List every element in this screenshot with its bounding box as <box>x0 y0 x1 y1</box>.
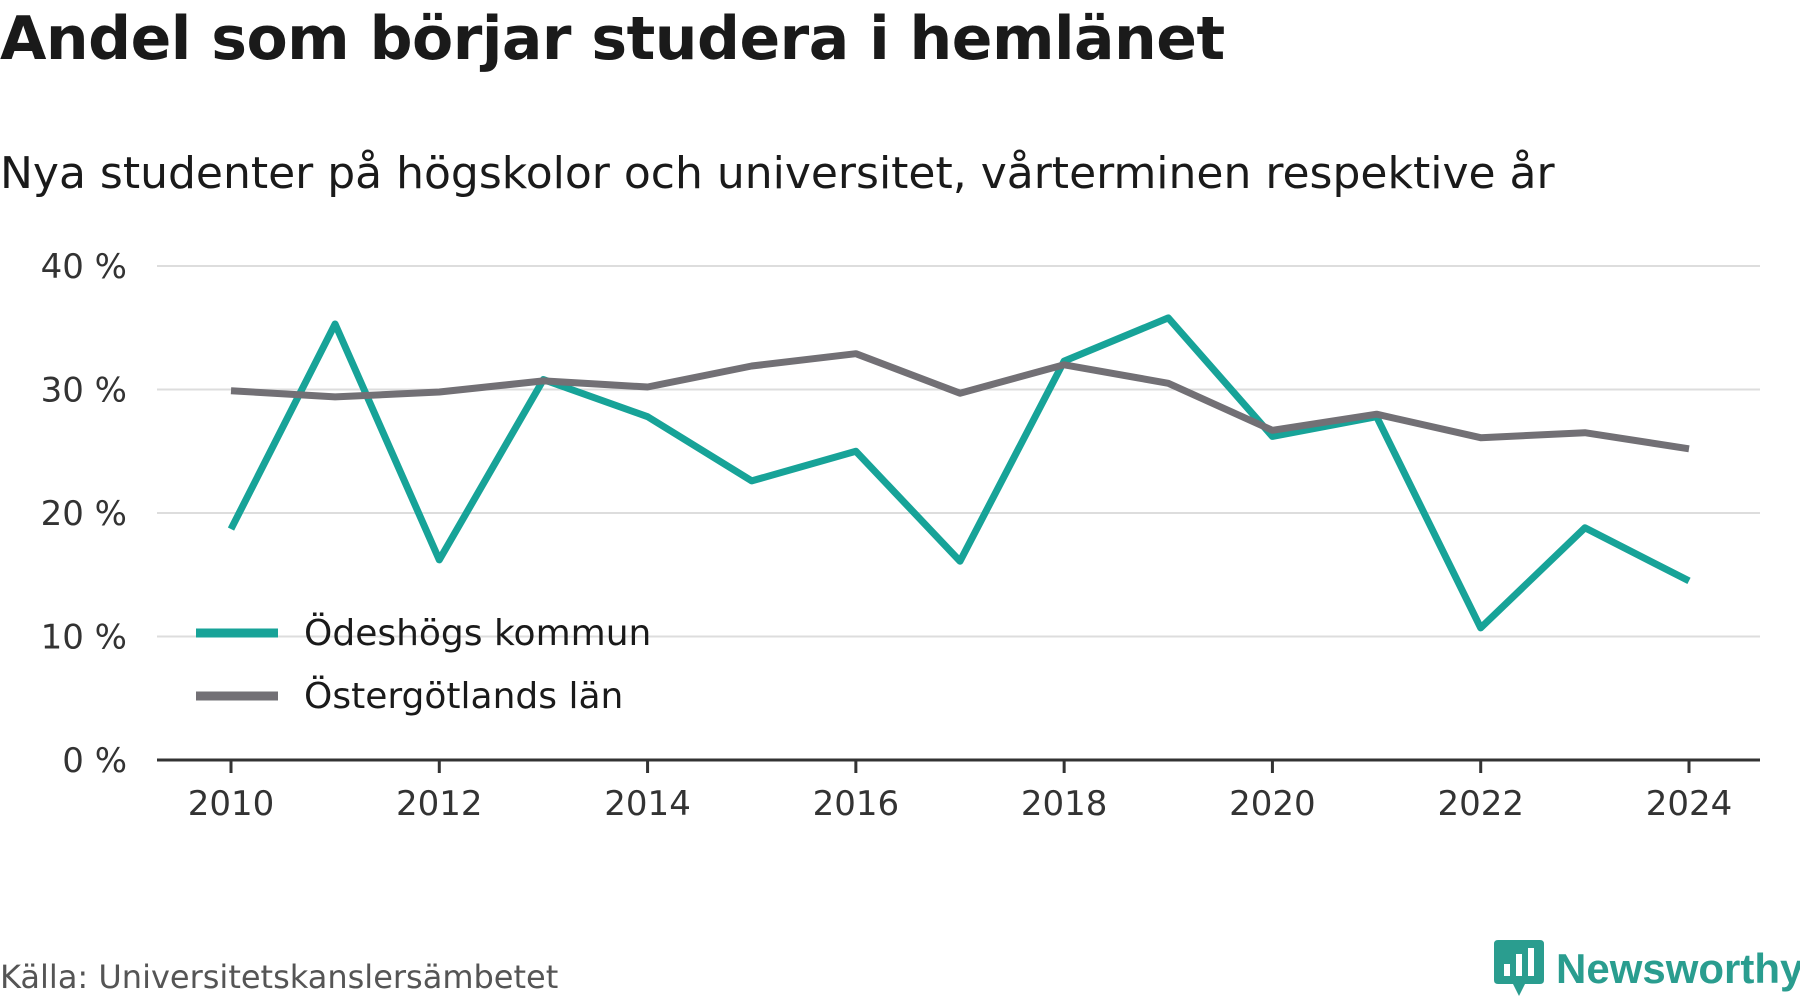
x-tick-label: 2024 <box>1646 784 1733 824</box>
series-line-odeshog <box>227 314 1691 632</box>
x-tick-label: 2016 <box>813 784 900 824</box>
legend-label: Ödeshögs kommun <box>304 612 651 654</box>
x-tick-label: 2020 <box>1229 784 1316 824</box>
brand-name: Newsworthy <box>1556 945 1800 992</box>
y-tick-label: 30 % <box>41 371 127 411</box>
y-tick-label: 40 % <box>41 247 127 287</box>
chart-title: Andel som börjar studera i hemlänet <box>0 4 1225 74</box>
x-tick-label: 2014 <box>604 784 691 824</box>
y-tick-label: 0 % <box>62 741 127 781</box>
source-note: Källa: Universitetskanslersämbetet <box>0 958 559 996</box>
y-tick-label: 20 % <box>41 494 127 534</box>
x-tick-label: 2018 <box>1021 784 1108 824</box>
y-tick-label: 10 % <box>41 618 127 658</box>
chart-subtitle: Nya studenter på högskolor och universit… <box>0 148 1555 199</box>
series-line-ostergotland <box>230 350 1690 453</box>
x-tick-label: 2012 <box>396 784 483 824</box>
x-tick-label: 2010 <box>188 784 275 824</box>
legend-label: Östergötlands län <box>304 675 623 717</box>
newsworthy-logo-icon <box>1494 940 1544 996</box>
brand-logo: Newsworthy <box>1494 940 1800 998</box>
x-tick-label: 2022 <box>1437 784 1524 824</box>
